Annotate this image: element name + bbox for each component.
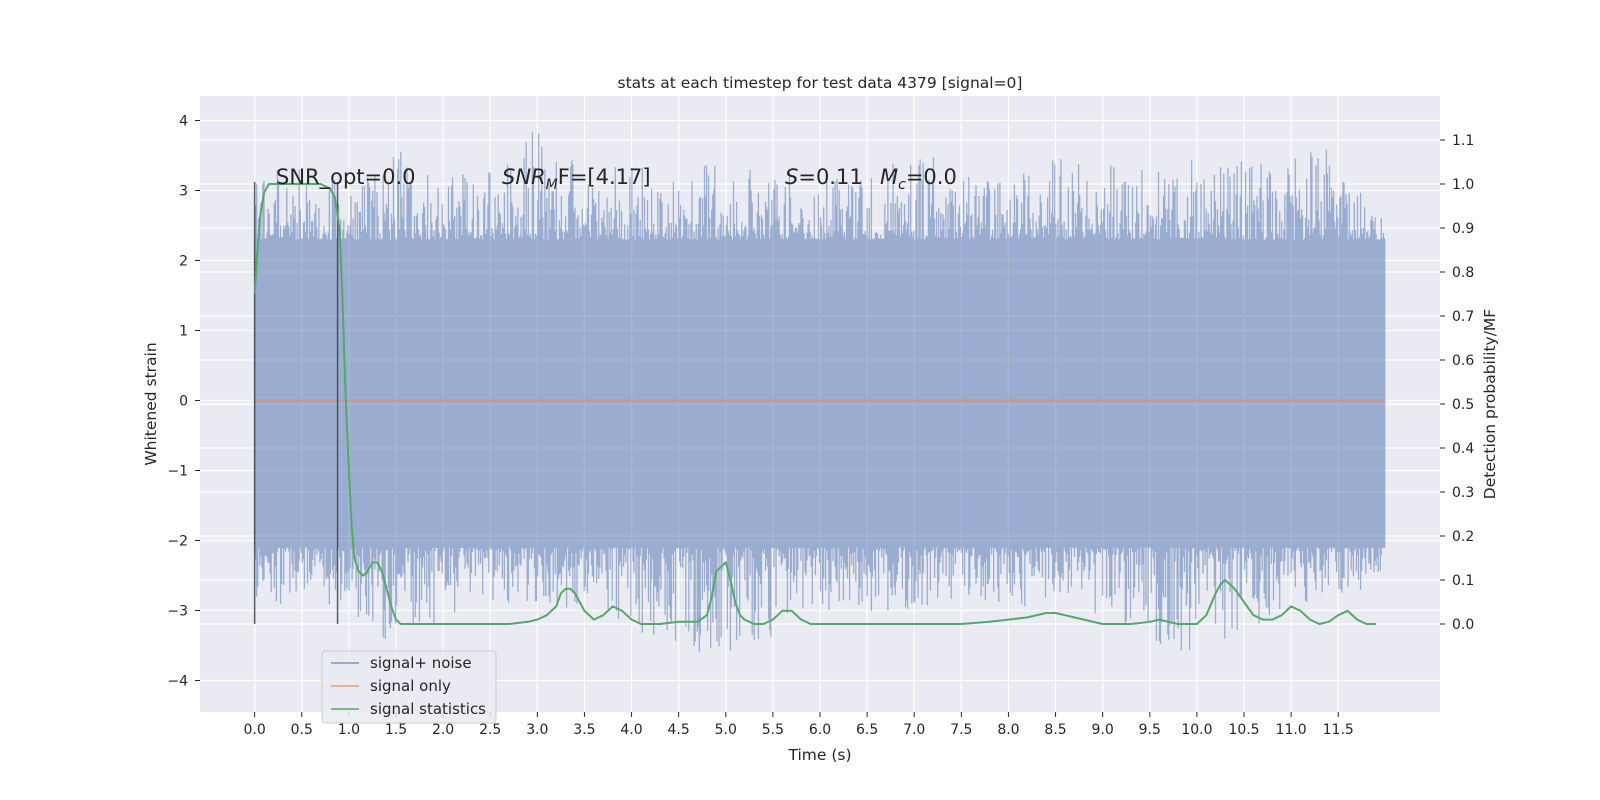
y-right-tick-label: 0.1 [1452,573,1474,589]
x-tick-label: 4.5 [668,722,690,738]
x-tick-label: 10.5 [1228,722,1259,738]
x-tick-label: 6.5 [856,722,878,738]
y-right-tick-label: 0.7 [1452,309,1474,325]
x-tick-label: 9.5 [1139,722,1161,738]
y-tick-label: 3 [179,184,188,200]
y-tick-label: −2 [167,534,188,550]
x-tick-label: 2.0 [432,722,454,738]
x-tick-label: 4.0 [620,722,642,738]
x-axis: 0.0 0.5 1.0 1.5 2.0 2.5 3.0 3.5 4.0 4.5 5.0 5.5 6.0 6… [244,712,1354,738]
x-tick-label: 11.5 [1323,722,1354,738]
x-tick-label: 5.0 [715,722,737,738]
y-tick-label: −1 [167,464,188,480]
signal-statistics-line [253,183,1376,625]
legend: signal+ noise signal only signal statist… [321,650,497,724]
y-tick-label: −4 [167,674,188,690]
x-tick-label: 7.0 [903,722,925,738]
y-right-tick-label: 0.5 [1452,397,1474,413]
y-axis-label-right: Detection probability/MF [1481,309,1499,500]
x-tick-label: 6.0 [809,722,831,738]
y-tick-label: 1 [179,324,188,340]
x-tick-label: 1.0 [338,722,360,738]
left-y-axis: −4 −3 −2 −1 0 1 2 3 4 [167,114,200,690]
vertical-markers [253,182,339,624]
x-tick-label: 7.5 [950,722,972,738]
x-tick-label: 0.5 [291,722,313,738]
y-tick-label: −3 [167,604,188,620]
x-tick-label: 2.5 [479,722,501,738]
y-right-tick-label: 0.6 [1452,353,1474,369]
y-right-tick-label: 0.4 [1452,441,1474,457]
series-signal-statistics [253,183,1376,625]
y-right-tick-label: 1.0 [1452,177,1474,193]
y-tick-label: 0 [179,394,188,410]
legend-label-signal-noise: signal+ noise [370,654,472,672]
x-tick-label: 1.5 [385,722,407,738]
x-tick-label: 10.0 [1181,722,1212,738]
y-right-tick-label: 0.2 [1452,529,1474,545]
chart-title: stats at each timestep for test data 437… [618,74,1023,92]
x-tick-label: 8.5 [1044,722,1066,738]
legend-box [321,650,497,724]
x-tick-label: 0.0 [244,722,266,738]
x-axis-label: Time (s) [787,746,851,764]
y-axis-label-left: Whitened strain [142,342,160,465]
legend-label-signal-only: signal only [370,677,451,695]
series-signal-noise [254,132,1386,653]
annotation-s-stat: S=0.11 [785,165,863,189]
y-right-tick-label: 0.0 [1452,617,1474,633]
legend-label-signal-statistics: signal statistics [370,700,486,718]
y-right-tick-label: 1.1 [1452,133,1474,149]
right-y-axis: 0.0 0.1 0.2 0.3 0.4 0.5 0.6 0.7 0.8 0.9 1.0 1.1 [1440,133,1474,633]
x-tick-label: 3.0 [526,722,548,738]
x-tick-label: 9.0 [1092,722,1114,738]
x-tick-label: 8.0 [997,722,1019,738]
annotation-snr-opt: SNR_opt=0.0 [276,165,416,190]
y-tick-label: 2 [179,254,188,270]
x-tick-label: 5.5 [762,722,784,738]
y-right-tick-label: 0.8 [1452,265,1474,281]
x-tick-label: 11.0 [1276,722,1307,738]
y-right-tick-label: 0.3 [1452,485,1474,501]
y-tick-label: 4 [179,114,188,130]
annotation-snr-mf: SNRMF=[4.17] [502,165,651,193]
y-right-tick-label: 0.9 [1452,221,1474,237]
x-tick-label: 3.5 [573,722,595,738]
annotation-chirp-mass: Mc=0.0 [880,165,957,193]
